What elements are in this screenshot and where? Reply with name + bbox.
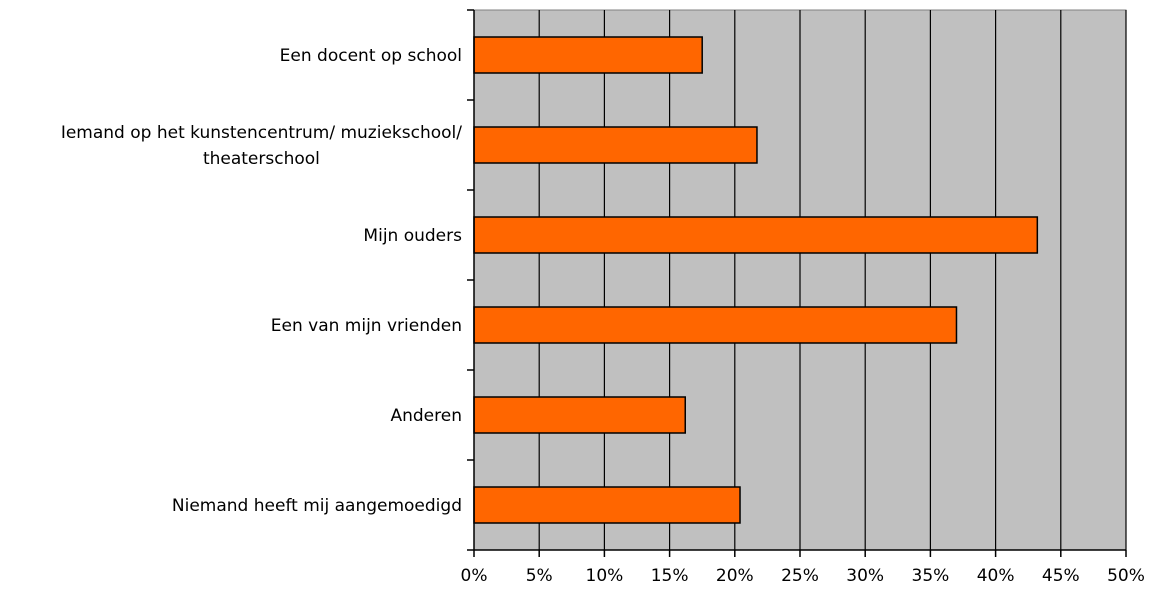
x-tick-label: 25% (781, 566, 819, 586)
category-label: Anderen (390, 406, 462, 426)
x-tick-label: 15% (651, 566, 689, 586)
bar (473, 306, 958, 344)
gridlines (538, 10, 1127, 550)
category-label: Een docent op school (280, 46, 462, 66)
bar (473, 36, 703, 74)
x-tick-label: 0% (461, 566, 488, 586)
bar (473, 216, 1039, 254)
x-tick-label: 30% (846, 566, 884, 586)
bars (473, 36, 1039, 524)
category-label: Iemand op het kunstencentrum/ muziekscho… (61, 123, 462, 169)
x-tick-label: 35% (912, 566, 950, 586)
x-tick-label: 40% (977, 566, 1015, 586)
category-label: Niemand heeft mij aangemoedigd (172, 496, 462, 516)
x-tick-labels: 0% 5% 10% 15% 20% 25% 30% 35% 40% 45% 50% (461, 566, 1145, 586)
x-tick-label: 45% (1042, 566, 1080, 586)
x-tick-label: 50% (1107, 566, 1145, 586)
x-tick-label: 5% (526, 566, 553, 586)
category-label: Mijn ouders (363, 226, 462, 246)
axes (467, 9, 1127, 557)
category-labels: Een docent op school Iemand op het kunste… (61, 46, 462, 516)
bar (473, 126, 758, 164)
category-label: Een van mijn vrienden (271, 316, 462, 336)
x-tick-label: 10% (586, 566, 624, 586)
x-tick-label: 20% (716, 566, 754, 586)
bar (473, 486, 741, 524)
bar (473, 396, 686, 434)
